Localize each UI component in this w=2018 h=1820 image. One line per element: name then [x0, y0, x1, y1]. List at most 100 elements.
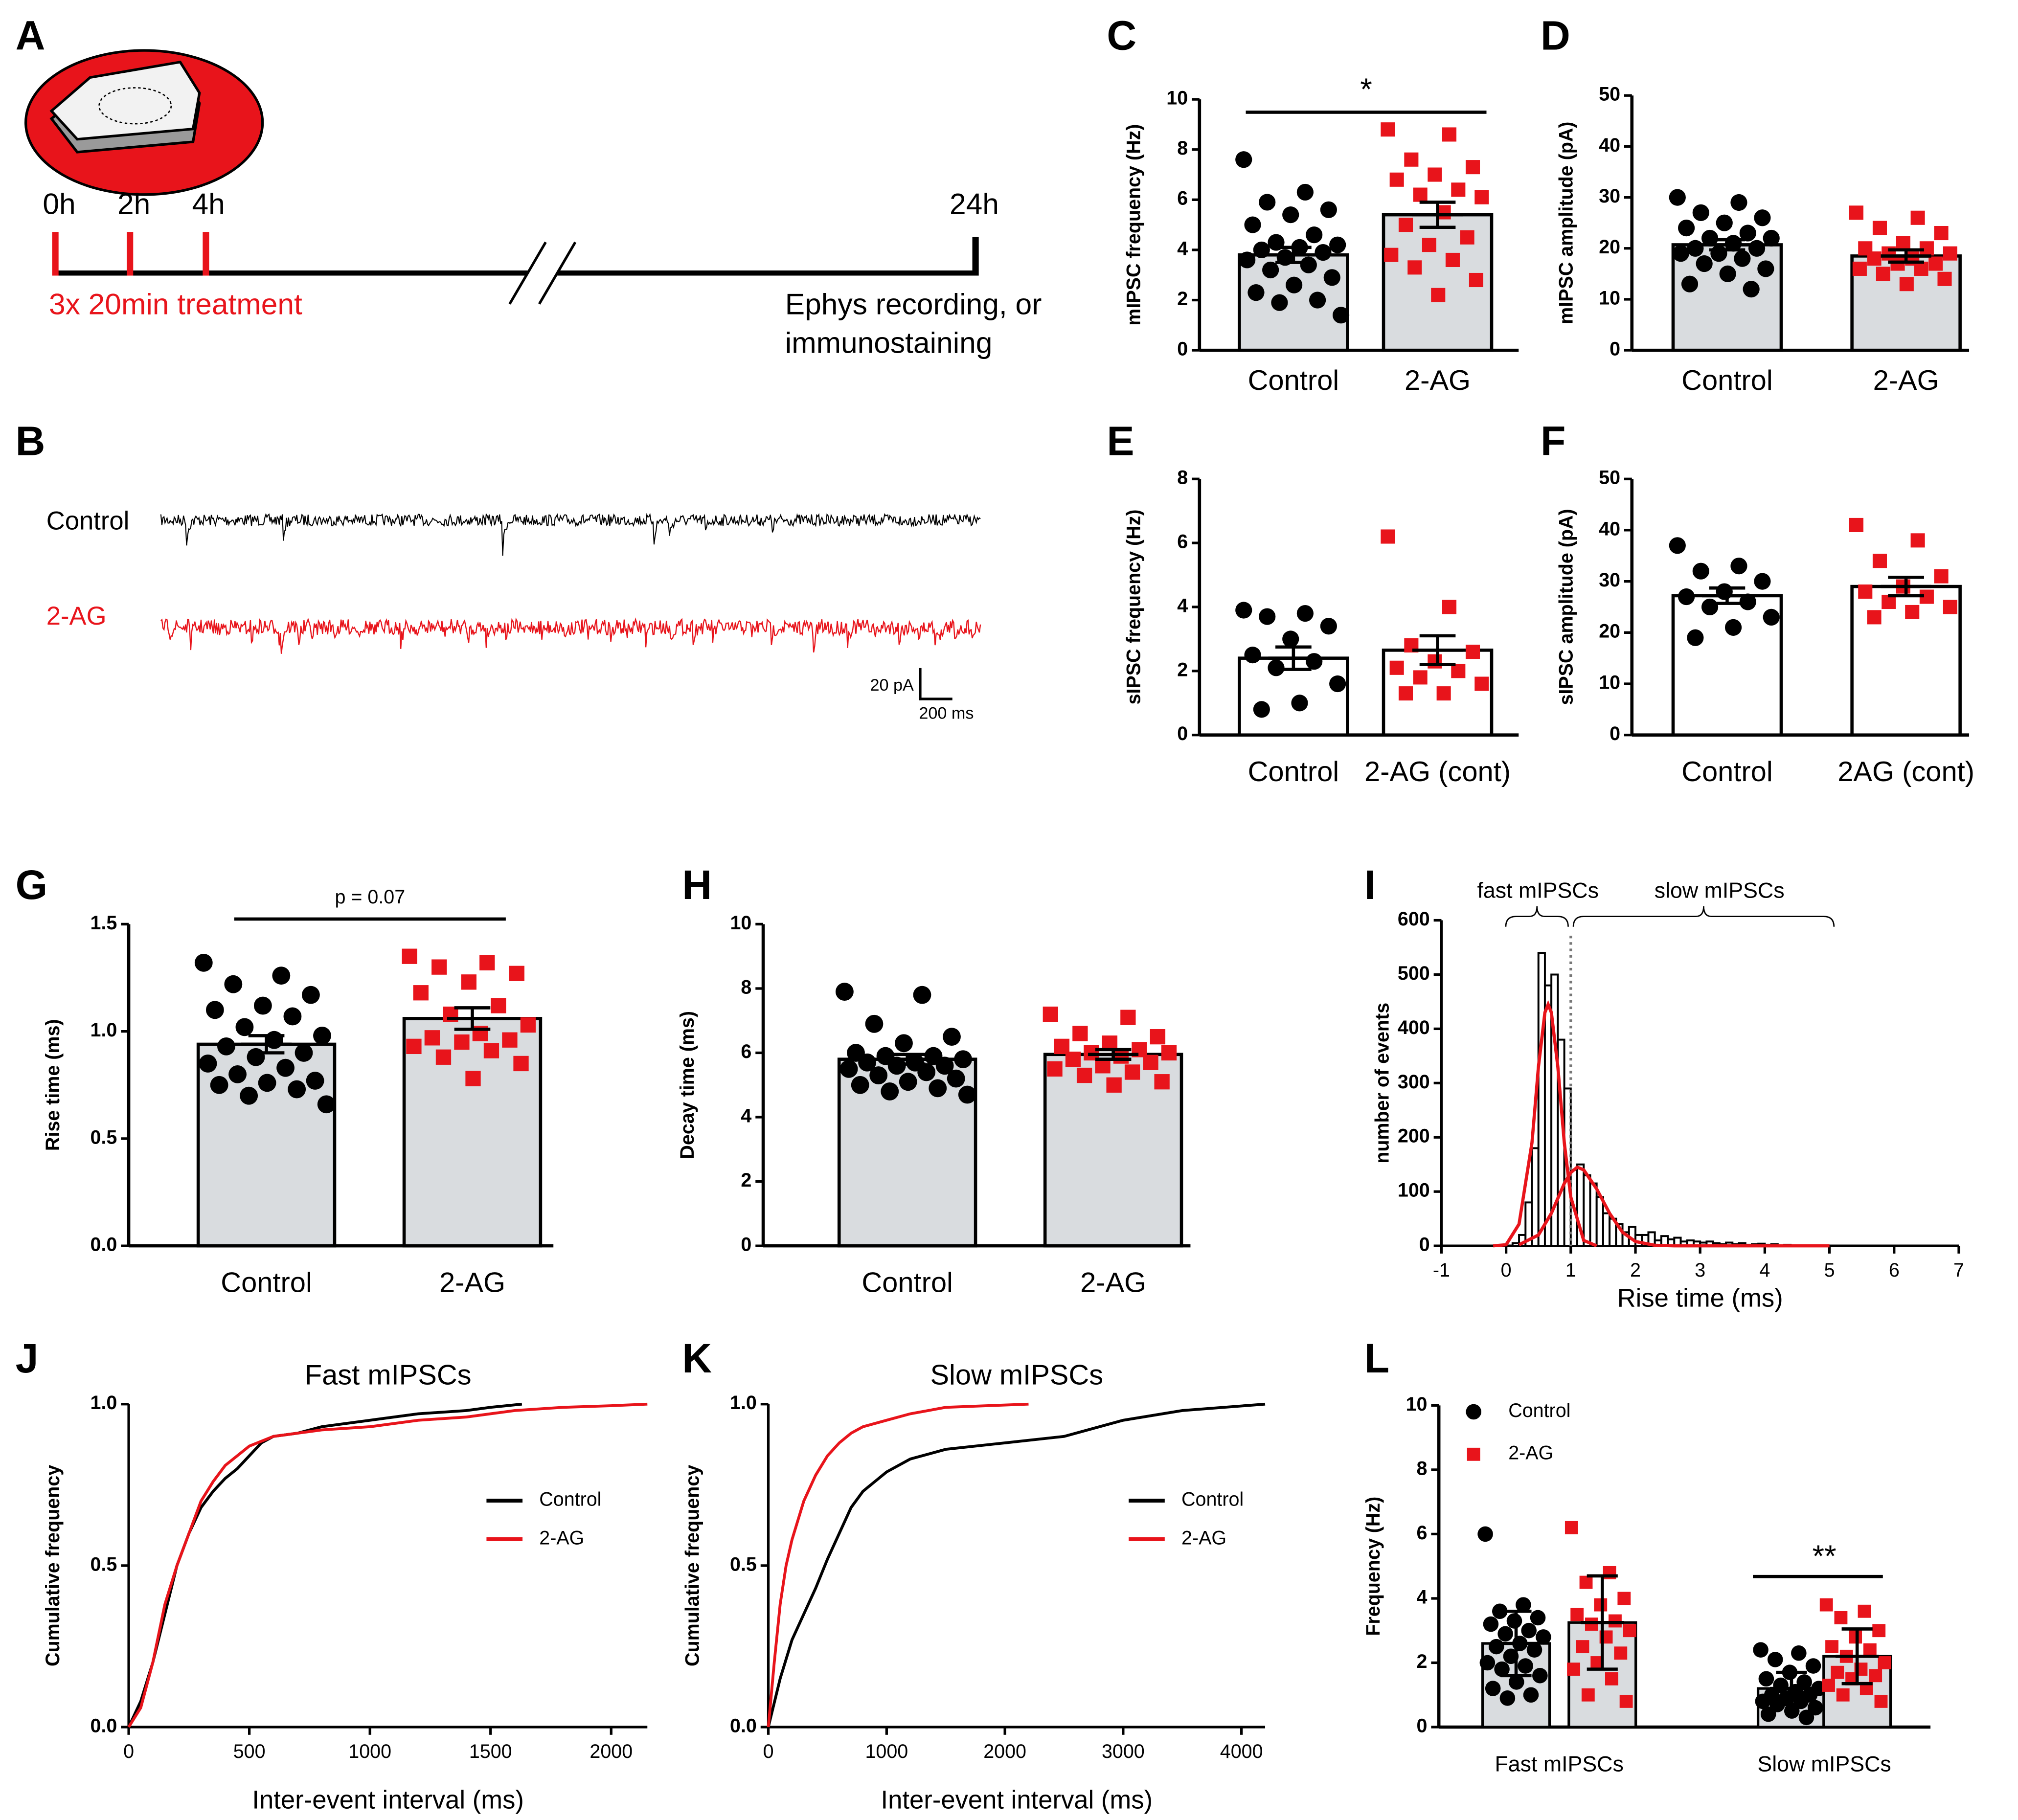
data-point — [1669, 537, 1686, 554]
y-tick-label: 600 — [1398, 908, 1430, 930]
y-axis-label: Cumulative frequency — [42, 1465, 64, 1666]
data-point — [295, 1044, 313, 1062]
x-tick-label: 7 — [1953, 1259, 1964, 1281]
data-point — [1849, 517, 1864, 532]
y-axis-label: mIPSC frequency (Hz) — [1123, 124, 1145, 326]
hippocampus-outline — [98, 87, 172, 125]
data-point — [1872, 554, 1887, 568]
legend-label: 2-AG — [1508, 1442, 1553, 1464]
data-point — [1763, 229, 1780, 247]
data-point — [1492, 1603, 1508, 1619]
data-point — [1730, 558, 1747, 575]
y-tick-label: 0.0 — [91, 1715, 117, 1736]
legend-label: Control — [1508, 1400, 1570, 1421]
data-point — [1296, 183, 1314, 201]
histogram-bar — [1595, 1196, 1604, 1247]
data-point — [1724, 619, 1742, 636]
data-point — [1398, 686, 1413, 701]
cumulative-line — [767, 1402, 1266, 1728]
data-point — [1784, 1703, 1800, 1719]
y-tick-label: 40 — [1599, 518, 1620, 539]
data-point — [406, 1038, 422, 1055]
data-point — [1262, 261, 1279, 279]
data-point — [483, 1043, 499, 1058]
y-tick-label: 4 — [1177, 238, 1188, 259]
y-axis-label: Decay time (ms) — [677, 1011, 698, 1159]
x-tick-label: 2AG (cont) — [1837, 756, 1974, 787]
x-axis-label: Inter-event interval (ms) — [252, 1785, 523, 1814]
x-tick-label: 2-AG — [1080, 1267, 1146, 1298]
treatment-label: 3x 20min treatment — [49, 288, 302, 321]
data-point — [917, 1063, 936, 1081]
data-point — [1849, 205, 1864, 220]
data-point — [1499, 1690, 1516, 1706]
data-point — [199, 1055, 217, 1073]
data-point — [1282, 206, 1299, 224]
data-point — [1748, 240, 1766, 257]
data-point — [1734, 250, 1751, 267]
bar — [1850, 254, 1962, 352]
data-point — [1076, 1067, 1092, 1083]
data-point — [240, 1086, 258, 1105]
data-point — [1532, 1668, 1548, 1684]
data-point — [1442, 127, 1457, 142]
data-point — [1678, 588, 1695, 606]
data-point — [1291, 695, 1308, 712]
data-point — [1465, 160, 1480, 175]
data-point — [1451, 664, 1466, 678]
data-point — [1143, 1055, 1158, 1070]
data-point — [1831, 1665, 1844, 1679]
data-point — [1819, 1598, 1833, 1612]
data-point — [1120, 1010, 1136, 1025]
data-point — [402, 948, 417, 964]
y-tick-label: 20 — [1599, 236, 1620, 258]
data-point — [413, 985, 429, 1001]
annotation: slow mIPSCs — [1655, 878, 1785, 902]
y-axis-label: mIPSC amplitude (pA) — [1556, 122, 1577, 324]
y-tick-label: 300 — [1398, 1071, 1430, 1093]
data-point — [1309, 292, 1326, 309]
data-point — [1805, 1658, 1821, 1674]
panel-letter: H — [682, 862, 712, 908]
data-point — [1526, 1642, 1542, 1658]
y-tick-label: 2 — [1177, 288, 1188, 310]
data-point — [1428, 654, 1442, 669]
y-tick-label: 10 — [1599, 672, 1620, 693]
data-point — [435, 1049, 452, 1065]
data-point — [1760, 1706, 1776, 1722]
data-point — [1730, 194, 1747, 211]
x-tick-label: 500 — [233, 1741, 266, 1762]
y-tick-label: 50 — [1599, 84, 1620, 105]
data-point — [1124, 1064, 1140, 1080]
y-tick-label: 30 — [1599, 569, 1620, 591]
data-point — [253, 996, 272, 1015]
x-tick-label: 1000 — [865, 1741, 908, 1762]
data-point — [1428, 167, 1442, 182]
x-tick-label: Control — [1681, 756, 1773, 787]
data-point — [194, 953, 213, 972]
data-point — [1043, 1006, 1058, 1022]
data-point — [1852, 261, 1867, 276]
data-point — [865, 1014, 884, 1033]
data-point — [1474, 676, 1489, 691]
y-tick-label: 0 — [1417, 1715, 1428, 1736]
data-point — [1150, 1029, 1166, 1045]
data-point — [306, 1072, 324, 1090]
data-point — [1306, 226, 1323, 244]
y-tick-label: 2 — [1177, 659, 1188, 680]
data-point — [1791, 1645, 1807, 1661]
data-point — [899, 1073, 917, 1091]
data-point — [1404, 152, 1419, 167]
data-point — [288, 1080, 306, 1099]
data-point — [1896, 236, 1910, 250]
data-point — [1389, 660, 1404, 675]
data-point — [1681, 275, 1699, 292]
data-point — [1910, 533, 1925, 548]
y-tick-label: 0 — [1610, 338, 1620, 360]
data-point — [1530, 1610, 1546, 1626]
x-tick-label: 0 — [1501, 1259, 1512, 1281]
time-label: 2h — [117, 187, 150, 220]
panel-letter: L — [1364, 1335, 1389, 1381]
legend-label: Control — [539, 1488, 601, 1510]
trace-label: Control — [46, 507, 130, 536]
